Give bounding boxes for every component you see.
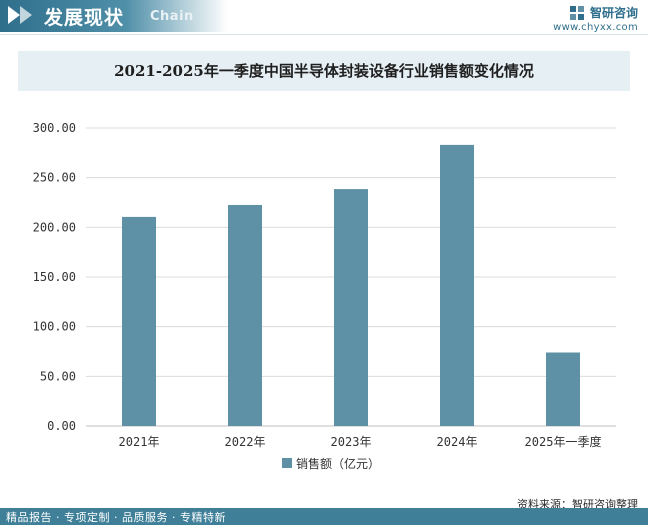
brand-name: 智研咨询 xyxy=(589,6,638,20)
bar xyxy=(440,144,474,427)
brand-logo-icon xyxy=(569,5,584,20)
header-divider xyxy=(0,34,648,35)
source-note: 资料来源：智研咨询整理 xyxy=(517,498,638,511)
brand-url[interactable]: www.chyxx.com xyxy=(553,22,638,33)
brand: 智研咨询 www.chyxx.com xyxy=(553,4,638,33)
chart-title: 2021-2025年一季度中国半导体封装设备行业销售额变化情况 xyxy=(114,62,534,80)
x-tick-label: 2025年一季度 xyxy=(525,434,602,449)
y-tick-label: 150.00 xyxy=(33,270,76,284)
header-band: 发展现状 Chain xyxy=(0,0,228,32)
arrow-icon xyxy=(20,6,32,24)
legend-swatch xyxy=(282,458,292,468)
chart-title-box: 2021-2025年一季度中国半导体封装设备行业销售额变化情况 xyxy=(18,51,630,91)
y-tick-label: 100.00 xyxy=(33,320,76,334)
footer-text: 精品报告 · 专项定制 · 品质服务 · 专精特新 xyxy=(6,511,226,524)
bar xyxy=(122,216,156,426)
bar xyxy=(334,189,368,426)
x-tick-label: 2024年 xyxy=(437,435,478,449)
y-tick-label: 300.00 xyxy=(33,121,76,135)
legend-label: 销售额（亿元） xyxy=(296,456,380,471)
x-tick-label: 2023年 xyxy=(331,435,372,449)
footer-bar: 精品报告 · 专项定制 · 品质服务 · 专精特新 xyxy=(0,508,648,525)
bar xyxy=(228,204,262,426)
y-tick-label: 0.00 xyxy=(47,419,76,433)
page-header: 发展现状 Chain 智研咨询 www.chyxx.com xyxy=(0,0,648,38)
section-subtitle: Chain xyxy=(150,9,194,24)
x-tick-label: 2022年 xyxy=(225,435,266,449)
y-tick-label: 200.00 xyxy=(33,220,76,234)
bar xyxy=(546,352,580,426)
arrow-icon xyxy=(8,6,20,24)
y-tick-label: 250.00 xyxy=(33,171,76,185)
x-tick-label: 2021年 xyxy=(119,435,160,449)
y-tick-label: 50.00 xyxy=(40,369,76,383)
section-title: 发展现状 xyxy=(44,7,125,29)
